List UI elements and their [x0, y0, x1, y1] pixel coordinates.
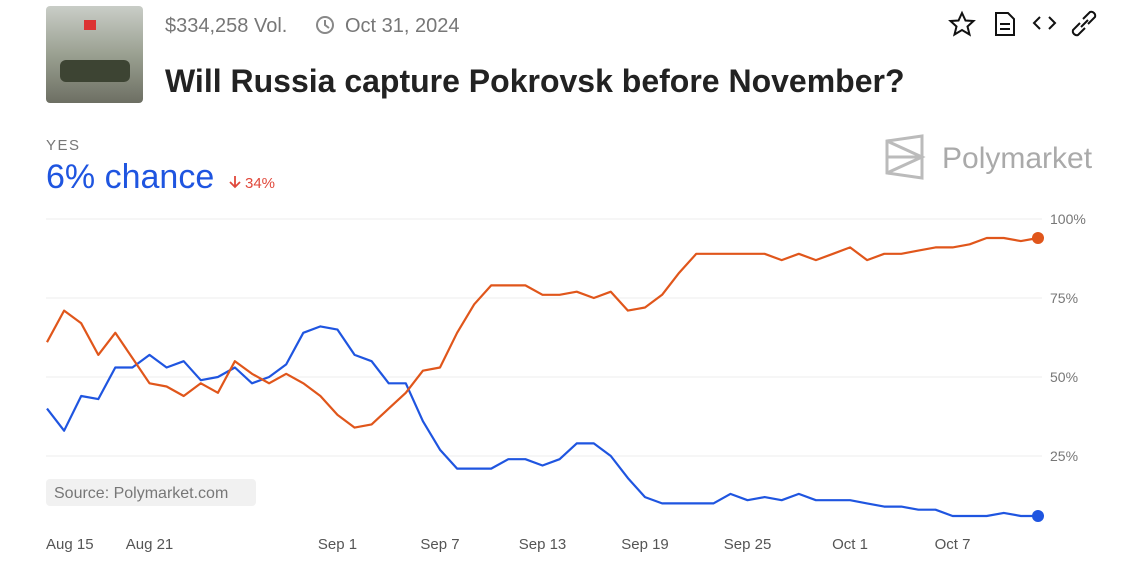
change: 34% [245, 175, 275, 192]
market-title: Will Russia capture Pokrovsk before Nove… [165, 63, 905, 99]
outcome-label: YES [46, 137, 81, 154]
x-tick-label: Sep 7 [420, 536, 459, 553]
x-tick-label: Oct 7 [935, 536, 971, 553]
link-icon[interactable] [1071, 10, 1097, 37]
brand-name: Polymarket [942, 142, 1093, 175]
end-point [1032, 231, 1044, 244]
x-tick-label: Sep 25 [724, 536, 772, 553]
source: Source: Polymarket.com [54, 485, 228, 502]
plot: 25% 50% 75% 100% Aug 15 Aug 21 Sep 1 Sep 7 Sep 1… [46, 211, 1086, 553]
x-tick-label: Oct 1 [832, 536, 868, 553]
y-tick-label: 50% [1050, 369, 1078, 385]
source-badge [46, 479, 256, 506]
y-tick-label: 75% [1050, 290, 1078, 306]
down-arrow-icon [229, 176, 241, 189]
end-date: Oct 31, 2024 [345, 15, 460, 37]
y-tick-label: 25% [1050, 448, 1078, 464]
x-tick-label: Aug 15 [46, 536, 94, 553]
y-tick-label: 100% [1050, 211, 1086, 227]
clock-icon [316, 16, 334, 34]
embed-icon[interactable] [1032, 16, 1057, 30]
x-tick-label: Aug 21 [126, 536, 174, 553]
star-icon[interactable] [948, 10, 976, 37]
document-icon[interactable] [995, 12, 1015, 36]
series-line [46, 236, 1039, 429]
x-tick-label: Sep 1 [318, 536, 357, 553]
series-line [46, 325, 1038, 518]
volume: $334,258 Vol. [165, 15, 287, 37]
flag-shape [84, 20, 96, 30]
chance: 6% chance [46, 158, 214, 196]
brand-logo [885, 134, 926, 180]
end-point [1032, 510, 1044, 523]
tank-shape [60, 60, 130, 82]
x-tick-label: Sep 13 [519, 536, 567, 553]
x-tick-label: Sep 19 [621, 536, 669, 553]
toolbar [948, 10, 1097, 37]
